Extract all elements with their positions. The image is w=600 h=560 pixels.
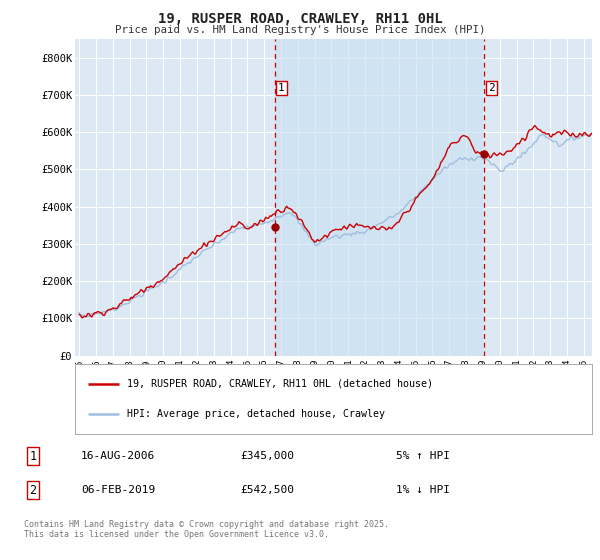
Text: £542,500: £542,500 [240, 485, 294, 495]
Text: 2: 2 [29, 483, 37, 497]
Text: 19, RUSPER ROAD, CRAWLEY, RH11 0HL (detached house): 19, RUSPER ROAD, CRAWLEY, RH11 0HL (deta… [127, 379, 433, 389]
Text: 19, RUSPER ROAD, CRAWLEY, RH11 0HL: 19, RUSPER ROAD, CRAWLEY, RH11 0HL [158, 12, 442, 26]
Text: HPI: Average price, detached house, Crawley: HPI: Average price, detached house, Craw… [127, 409, 385, 419]
Text: Price paid vs. HM Land Registry's House Price Index (HPI): Price paid vs. HM Land Registry's House … [115, 25, 485, 35]
Text: 1: 1 [29, 450, 37, 463]
Text: 06-FEB-2019: 06-FEB-2019 [81, 485, 155, 495]
Text: £345,000: £345,000 [240, 451, 294, 461]
Text: 16-AUG-2006: 16-AUG-2006 [81, 451, 155, 461]
Text: 1% ↓ HPI: 1% ↓ HPI [396, 485, 450, 495]
Text: 5% ↑ HPI: 5% ↑ HPI [396, 451, 450, 461]
Text: 1: 1 [278, 82, 285, 92]
Bar [275, 39, 484, 356]
Text: Contains HM Land Registry data © Crown copyright and database right 2025.
This d: Contains HM Land Registry data © Crown c… [24, 520, 389, 539]
Text: 2: 2 [488, 82, 494, 92]
